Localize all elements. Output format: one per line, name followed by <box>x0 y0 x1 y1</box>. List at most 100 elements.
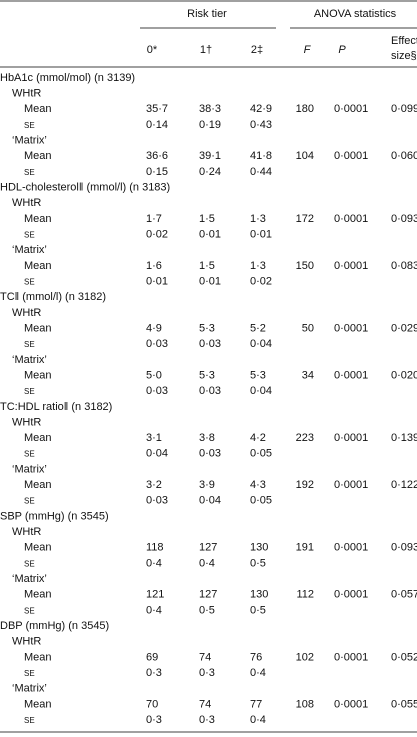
cell: 0·3 <box>199 667 215 679</box>
group-label: ‘Matrix’ <box>12 244 47 256</box>
cell: 0·0001 <box>334 369 368 381</box>
column-header: P <box>338 44 346 56</box>
cell: 1·6 <box>146 260 162 272</box>
row-label: se <box>24 448 35 460</box>
cell: 0·020 <box>391 369 417 381</box>
cell: 0·14 <box>146 119 168 131</box>
row-label: Mean <box>24 432 52 444</box>
section-title: DBP (mmHg) (n 3545) <box>0 620 109 632</box>
cell: 104 <box>296 150 314 162</box>
cell: 1·3 <box>250 260 266 272</box>
cell: 1·7 <box>146 213 162 225</box>
cell: 4·2 <box>250 432 266 444</box>
cell: 0·0001 <box>334 103 368 115</box>
cell: 112 <box>296 589 314 601</box>
group-label: ‘Matrix’ <box>12 683 47 695</box>
cell: 74 <box>199 651 211 663</box>
cell: 191 <box>296 542 314 554</box>
group-label: WHtR <box>12 197 41 209</box>
cell: 0·4 <box>146 557 162 569</box>
cell: 0·02 <box>250 275 272 287</box>
row-label: se <box>24 385 35 397</box>
cell: 0·5 <box>199 604 215 616</box>
cell: 0·04 <box>146 448 168 460</box>
cell: 172 <box>296 213 314 225</box>
group-label: ‘Matrix’ <box>12 573 47 585</box>
row-label: se <box>24 119 35 131</box>
cell: 36·6 <box>146 150 168 162</box>
cell: 118 <box>146 542 164 554</box>
cell: 102 <box>296 651 314 663</box>
row-label: Mean <box>24 651 52 663</box>
cell: 42·9 <box>250 103 272 115</box>
column-header: size§ <box>391 50 417 62</box>
cell: 0·052 <box>391 651 417 663</box>
cell: 0·0001 <box>334 432 368 444</box>
cell: 1·5 <box>199 260 215 272</box>
column-header: 1† <box>200 44 212 56</box>
cell: 0·01 <box>199 275 221 287</box>
cell: 223 <box>296 432 314 444</box>
cell: 70 <box>146 698 158 710</box>
cell: 121 <box>146 589 164 601</box>
cell: 0·4 <box>146 604 162 616</box>
group-label: WHtR <box>12 307 41 319</box>
cell: 0·15 <box>146 166 168 178</box>
row-label: Mean <box>24 698 52 710</box>
cell: 0·24 <box>199 166 221 178</box>
column-header: Effect <box>391 35 417 47</box>
cell: 0·05 <box>250 448 272 460</box>
cell: 0·0001 <box>334 589 368 601</box>
cell: 0·060 <box>391 150 417 162</box>
cell: 5·2 <box>250 322 266 334</box>
section-title: TC:HDL ratio‖ (n 3182) <box>0 401 112 413</box>
cell: 0·099 <box>391 103 417 115</box>
cell: 0·5 <box>250 604 266 616</box>
row-label: se <box>24 275 35 287</box>
section-title: SBP (mmHg) (n 3545) <box>0 510 109 522</box>
cell: 108 <box>296 698 314 710</box>
cell: 0·01 <box>199 229 221 241</box>
cell: 0·04 <box>199 495 221 507</box>
cell: 34 <box>302 369 314 381</box>
cell: 0·055 <box>391 698 417 710</box>
cell: 0·19 <box>199 119 221 131</box>
cell: 0·03 <box>199 448 221 460</box>
cell: 0·01 <box>250 229 272 241</box>
cell: 0·0001 <box>334 698 368 710</box>
row-label: se <box>24 714 35 726</box>
cell: 41·8 <box>250 150 272 162</box>
row-label: Mean <box>24 589 52 601</box>
cell: 77 <box>250 698 262 710</box>
cell: 0·44 <box>250 166 272 178</box>
cell: 5·0 <box>146 369 162 381</box>
column-header: 2‡ <box>251 44 263 56</box>
cell: 0·5 <box>250 557 266 569</box>
cell: 50 <box>302 322 314 334</box>
cell: 0·3 <box>146 714 162 726</box>
cell: 130 <box>250 589 268 601</box>
cell: 0·43 <box>250 119 272 131</box>
cell: 0·093 <box>391 542 417 554</box>
cell: 0·03 <box>146 495 168 507</box>
cell: 0·0001 <box>334 213 368 225</box>
cell: 192 <box>296 479 314 491</box>
cell: 1·5 <box>199 213 215 225</box>
group-header: ANOVA statistics <box>314 8 397 20</box>
cell: 0·0001 <box>334 150 368 162</box>
row-label: Mean <box>24 479 52 491</box>
row-label: Mean <box>24 150 52 162</box>
cell: 35·7 <box>146 103 168 115</box>
cell: 39·1 <box>199 150 221 162</box>
row-label: se <box>24 338 35 350</box>
cell: 0·02 <box>146 229 168 241</box>
cell: 76 <box>250 651 262 663</box>
cell: 1·3 <box>250 213 266 225</box>
cell: 5·3 <box>199 322 215 334</box>
group-label: WHtR <box>12 526 41 538</box>
row-label: Mean <box>24 322 52 334</box>
cell: 0·0001 <box>334 479 368 491</box>
row-label: se <box>24 166 35 178</box>
cell: 0·083 <box>391 260 417 272</box>
cell: 0·0001 <box>334 651 368 663</box>
